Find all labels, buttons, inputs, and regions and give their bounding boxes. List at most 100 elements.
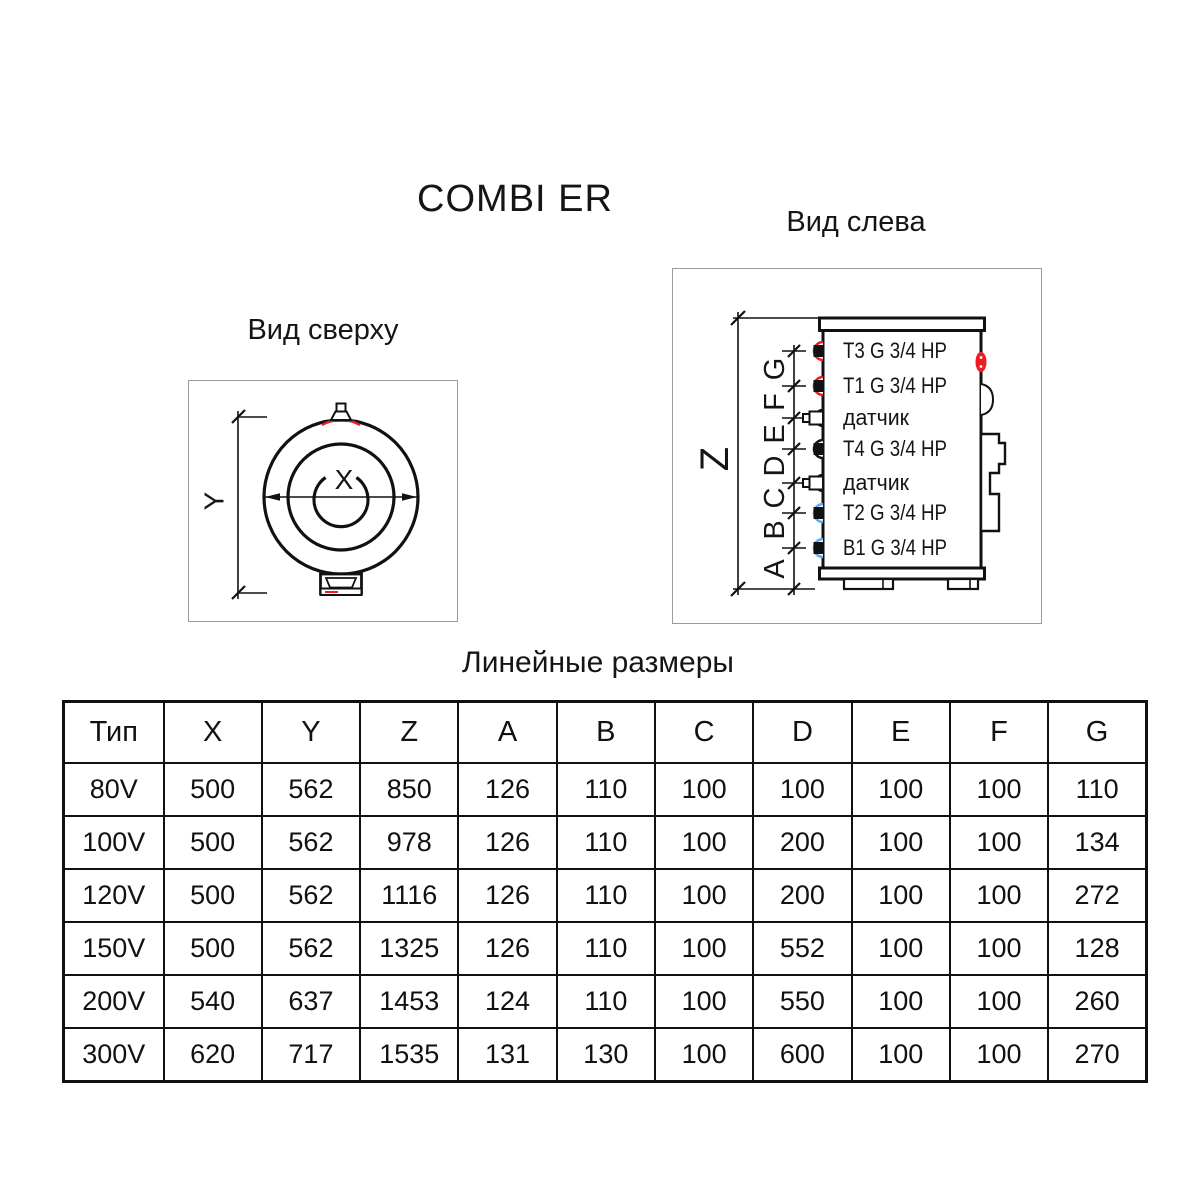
port-label: датчик xyxy=(843,470,909,495)
value-cell: 126 xyxy=(457,868,558,923)
value-cell: 100 xyxy=(948,974,1050,1029)
dim-label-d: D xyxy=(759,456,791,477)
value-cell: 100 xyxy=(653,868,755,923)
port-label: T1 G 3/4 HP xyxy=(843,373,947,398)
table-row: 300V 620 717 1535 131 130 100 600 100 100 270 xyxy=(62,1027,1148,1083)
port-b1: B1 G 3/4 HP xyxy=(812,535,947,560)
dimension-z: Z xyxy=(693,310,820,597)
dim-label-z: Z xyxy=(693,447,737,471)
port-t2: T2 G 3/4 HP xyxy=(812,500,947,525)
port-label: датчик xyxy=(843,405,909,430)
dimensions-table-wrap: Тип X Y Z A B C D E F G 80V 500 562 850 126 1… xyxy=(62,700,1148,1083)
value-cell: 200 xyxy=(752,868,853,923)
bottom-bracket xyxy=(319,572,363,596)
value-cell: 100 xyxy=(653,1027,755,1083)
port-stub xyxy=(813,345,823,357)
value-cell: 100 xyxy=(850,868,951,923)
port-t3: T3 G 3/4 HP xyxy=(812,338,947,363)
dim-label-e: E xyxy=(759,424,791,443)
value-cell: 100 xyxy=(948,762,1050,817)
table-row: 80V 500 562 850 126 110 100 100 100 100 110 xyxy=(62,762,1148,817)
table-row: 200V 540 637 1453 124 110 100 550 100 100 260 xyxy=(62,974,1148,1029)
value-cell: 100 xyxy=(653,762,755,817)
value-cell: 562 xyxy=(260,815,362,870)
col-header-c: C xyxy=(653,700,755,764)
port-stub xyxy=(813,443,823,455)
value-cell: 500 xyxy=(162,762,263,817)
value-cell: 128 xyxy=(1047,921,1148,976)
value-cell: 562 xyxy=(260,762,362,817)
port-label: T3 G 3/4 HP xyxy=(843,338,947,363)
port-sensor-1: датчик xyxy=(802,405,909,430)
sensor-cap xyxy=(802,478,811,488)
value-cell: 100 xyxy=(850,762,951,817)
col-header-a: A xyxy=(457,700,558,764)
table-row: 150V 500 562 1325 126 110 100 552 100 100 128 xyxy=(62,921,1148,976)
port-t1: T1 G 3/4 HP xyxy=(812,373,947,398)
value-cell: 126 xyxy=(457,921,558,976)
value-cell: 260 xyxy=(1047,974,1148,1029)
type-cell: 80V xyxy=(62,762,165,817)
port-stub xyxy=(813,507,823,519)
type-cell: 200V xyxy=(62,974,165,1029)
value-cell: 637 xyxy=(260,974,362,1029)
dimension-x: X xyxy=(265,464,417,501)
value-cell: 100 xyxy=(850,815,951,870)
port-stub xyxy=(813,380,823,392)
port-t4: T4 G 3/4 HP xyxy=(812,436,947,461)
value-cell: 200 xyxy=(752,815,853,870)
left-view-svg: Z A B C D xyxy=(693,310,1007,597)
value-cell: 110 xyxy=(555,815,656,870)
value-cell: 130 xyxy=(555,1027,656,1083)
value-cell: 110 xyxy=(555,762,656,817)
value-cell: 100 xyxy=(653,815,755,870)
value-cell: 100 xyxy=(653,974,755,1029)
col-header-b: B xyxy=(555,700,656,764)
value-cell: 500 xyxy=(162,815,263,870)
value-cell: 100 xyxy=(948,1027,1050,1083)
tank-inner-circle xyxy=(312,476,370,529)
value-cell: 1325 xyxy=(359,921,460,976)
value-cell: 620 xyxy=(162,1027,263,1083)
col-header-y: Y xyxy=(260,700,362,764)
col-header-d: D xyxy=(752,700,853,764)
dimension-ladder: A B C D E F G xyxy=(759,344,806,596)
value-cell: 562 xyxy=(260,868,362,923)
value-cell: 100 xyxy=(653,921,755,976)
value-cell: 272 xyxy=(1047,868,1148,923)
dim-label-f: F xyxy=(759,393,791,411)
value-cell: 134 xyxy=(1047,815,1148,870)
left-view-title: Вид слева xyxy=(786,206,926,238)
col-header-e: E xyxy=(850,700,951,764)
table-row: 100V 500 562 978 126 110 100 200 100 100 134 xyxy=(62,815,1148,870)
value-cell: 562 xyxy=(260,921,362,976)
value-cell: 110 xyxy=(555,868,656,923)
sensor-body xyxy=(808,410,824,426)
value-cell: 131 xyxy=(457,1027,558,1083)
value-cell: 1453 xyxy=(359,974,460,1029)
value-cell: 552 xyxy=(752,921,853,976)
dim-label-a: A xyxy=(759,559,791,579)
value-cell: 110 xyxy=(555,921,656,976)
value-cell: 550 xyxy=(752,974,853,1029)
dimensions-table: Тип X Y Z A B C D E F G 80V 500 562 850 126 1… xyxy=(62,700,1148,1083)
port-label: B1 G 3/4 HP xyxy=(843,535,947,560)
arrowhead-right xyxy=(402,493,417,501)
value-cell: 100 xyxy=(948,868,1050,923)
value-cell: 500 xyxy=(162,921,263,976)
value-cell: 124 xyxy=(457,974,558,1029)
dim-label-y: Y xyxy=(199,491,230,510)
value-cell: 717 xyxy=(260,1027,362,1083)
foot-left xyxy=(842,577,895,591)
top-view-drawing: Y X xyxy=(188,380,458,622)
type-cell: 150V xyxy=(62,921,165,976)
dimension-y: Y xyxy=(199,409,267,600)
col-header-type: Тип xyxy=(62,700,165,764)
value-cell: 850 xyxy=(359,762,460,817)
port-label: T4 G 3/4 HP xyxy=(843,436,947,461)
value-cell: 100 xyxy=(850,921,951,976)
table-row: 120V 500 562 1116 126 110 100 200 100 100 272 xyxy=(62,868,1148,923)
type-cell: 100V xyxy=(62,815,165,870)
col-header-x: X xyxy=(162,700,263,764)
